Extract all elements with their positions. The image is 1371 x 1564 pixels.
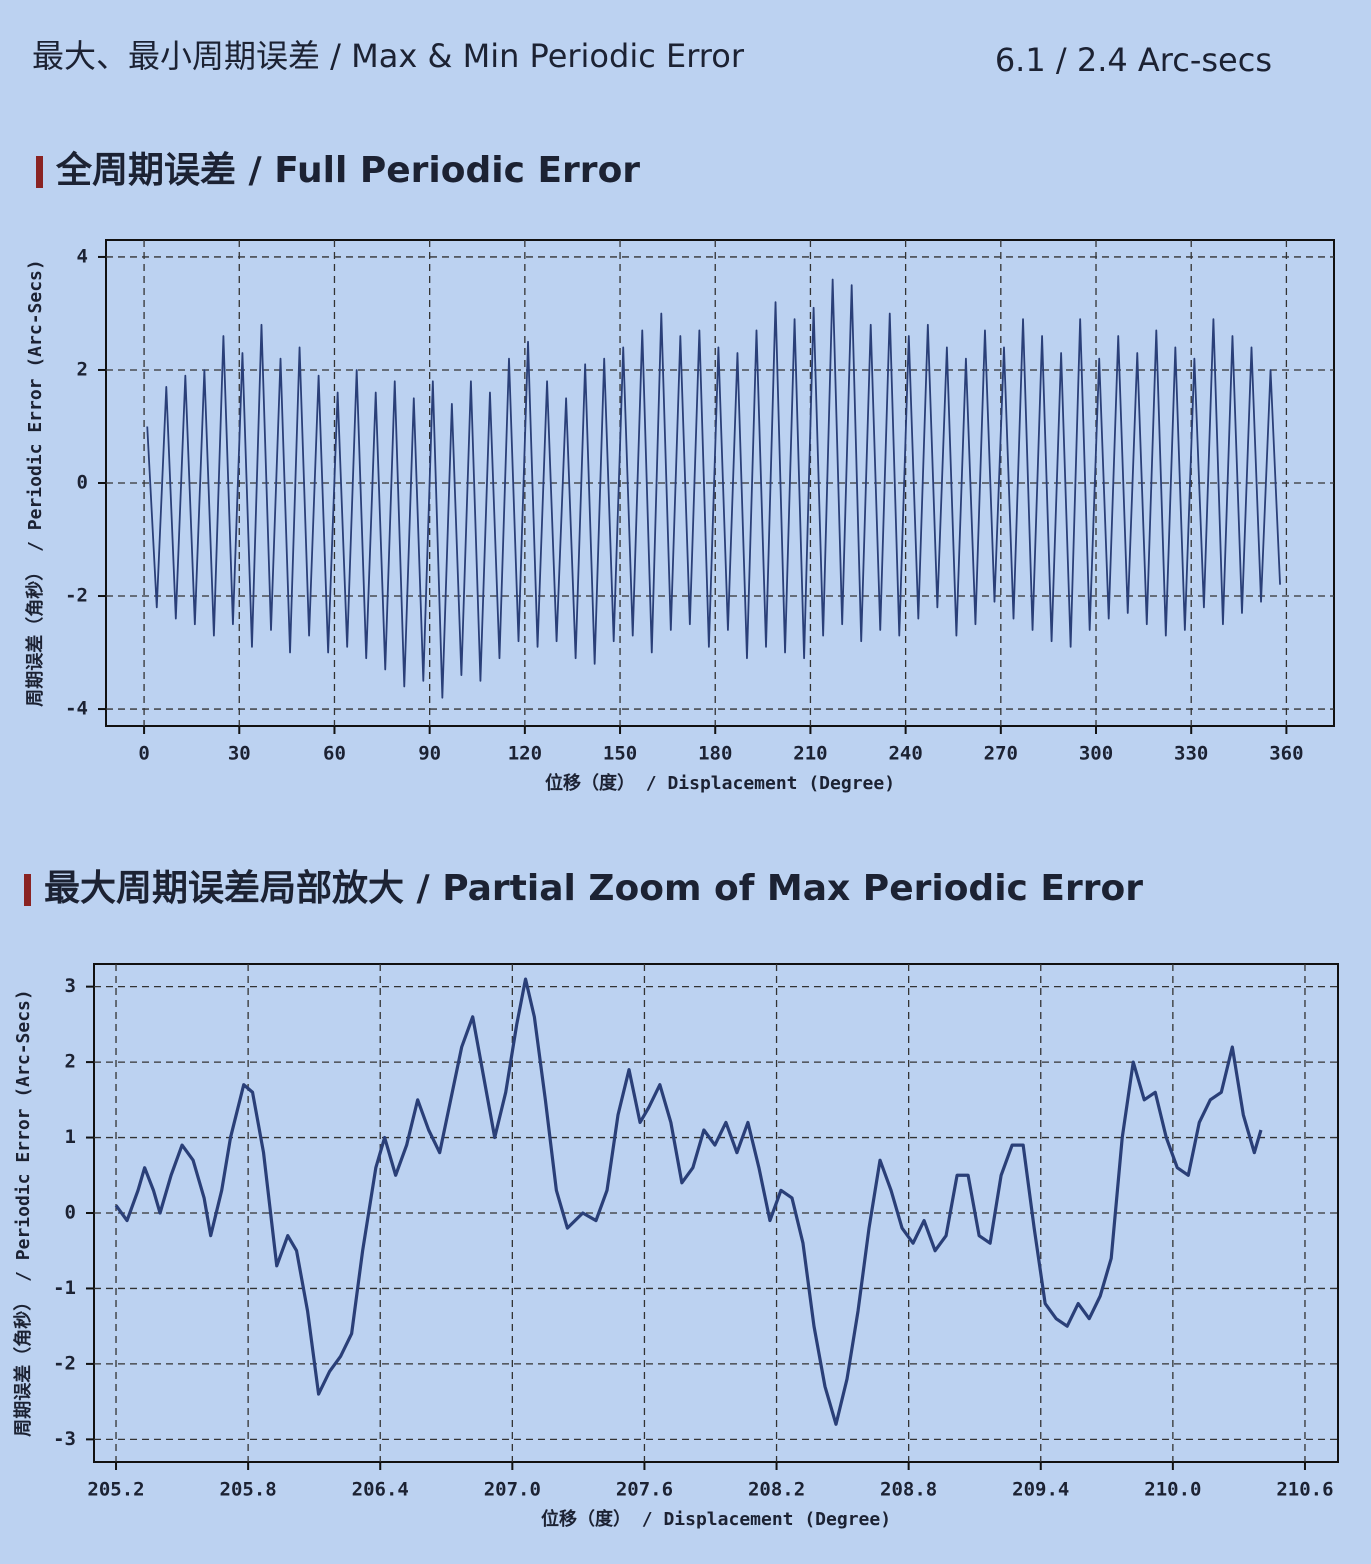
x-tick-label: 360 bbox=[1269, 743, 1303, 765]
x-tick-label: 180 bbox=[698, 743, 732, 765]
x-tick-label: 150 bbox=[603, 743, 637, 765]
y-tick-label: 0 bbox=[65, 1202, 76, 1224]
x-axis-label: 位移（度） / Displacement (Degree) bbox=[541, 1508, 891, 1530]
x-tick-label: 210.6 bbox=[1276, 1479, 1333, 1501]
x-tick-label: 207.6 bbox=[616, 1479, 673, 1501]
data-line bbox=[114, 977, 1263, 1426]
x-tick-label: 205.2 bbox=[87, 1479, 144, 1501]
x-tick-label: 210.0 bbox=[1144, 1479, 1201, 1501]
y-tick-label: -2 bbox=[65, 585, 88, 607]
y-tick-label: 4 bbox=[77, 245, 88, 267]
y-tick-label: -2 bbox=[53, 1352, 76, 1374]
x-tick-label: 208.8 bbox=[880, 1479, 937, 1501]
x-tick-label: 90 bbox=[418, 743, 441, 765]
y-tick-label: 2 bbox=[65, 1051, 76, 1073]
title-marker bbox=[36, 156, 43, 188]
chart-title: 最大周期误差局部放大 / Partial Zoom of Max Periodi… bbox=[44, 868, 1143, 909]
x-tick-label: 300 bbox=[1079, 743, 1113, 765]
y-axis-label: 周期误差（角秒） / Periodic Error (Arc-Secs) bbox=[24, 259, 46, 706]
x-tick-label: 208.2 bbox=[748, 1479, 805, 1501]
y-tick-label: 3 bbox=[65, 975, 76, 997]
header-value: 6.1 / 2.4 Arc-secs bbox=[995, 41, 1272, 79]
data-line bbox=[146, 278, 1281, 699]
y-tick-label: -1 bbox=[53, 1277, 76, 1299]
x-tick-label: 205.8 bbox=[220, 1479, 277, 1501]
chart-title: 全周期误差 / Full Periodic Error bbox=[55, 149, 640, 191]
y-tick-label: 2 bbox=[77, 358, 88, 380]
x-tick-label: 240 bbox=[888, 743, 922, 765]
x-tick-label: 206.4 bbox=[352, 1479, 409, 1501]
x-tick-label: 207.0 bbox=[484, 1479, 541, 1501]
x-tick-label: 270 bbox=[984, 743, 1018, 765]
y-tick-label: -4 bbox=[65, 698, 88, 720]
x-tick-label: 209.4 bbox=[1012, 1479, 1069, 1501]
x-tick-label: 0 bbox=[138, 743, 149, 765]
y-tick-label: 1 bbox=[65, 1126, 76, 1148]
y-tick-label: 0 bbox=[77, 472, 88, 494]
y-tick-label: -3 bbox=[53, 1428, 76, 1450]
y-axis-label: 周期误差（角秒） / Periodic Error (Arc-Secs) bbox=[12, 989, 34, 1436]
x-tick-label: 30 bbox=[228, 743, 251, 765]
x-tick-label: 330 bbox=[1174, 743, 1208, 765]
x-axis-label: 位移（度） / Displacement (Degree) bbox=[545, 772, 895, 794]
header-label: 最大、最小周期误差 / Max & Min Periodic Error bbox=[32, 37, 745, 75]
x-tick-label: 120 bbox=[508, 743, 542, 765]
x-tick-label: 210 bbox=[793, 743, 827, 765]
title-marker bbox=[24, 874, 31, 906]
x-tick-label: 60 bbox=[323, 743, 346, 765]
